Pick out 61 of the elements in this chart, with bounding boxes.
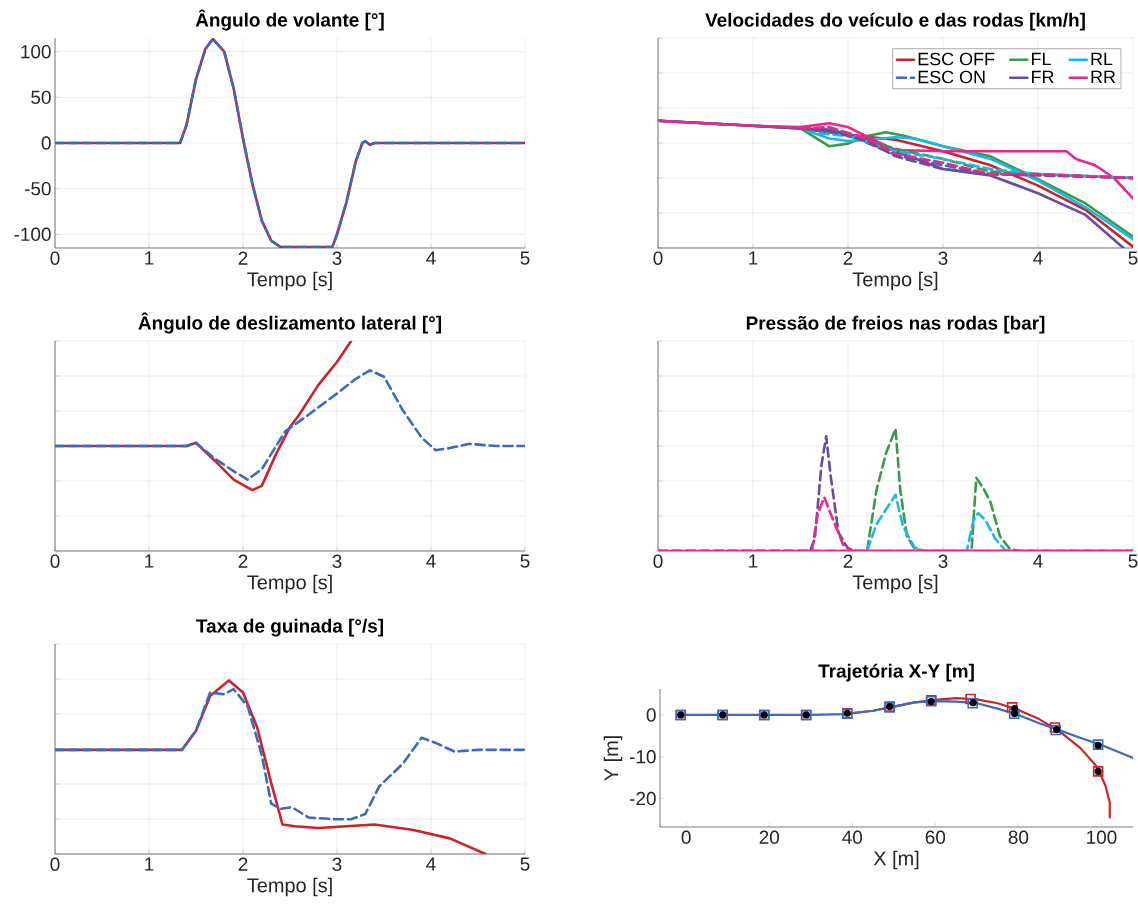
y-tick-label: -20 [629, 791, 656, 806]
y-tick-label: 50 [31, 90, 51, 105]
x-tick-label: 4 [1033, 251, 1043, 265]
x-tick-label: 60 [925, 830, 946, 844]
x-tick-label: 4 [426, 554, 436, 568]
x-tick-label: 1 [749, 251, 758, 265]
x-tick-label: 2 [238, 857, 248, 871]
legend-label: ESC OFF [918, 52, 995, 66]
x-axis-title: Tempo [s] [247, 271, 332, 291]
x-tick-label: 0 [50, 857, 60, 871]
x-tick-label: 4 [426, 857, 436, 871]
x-tick-label: 40 [842, 830, 863, 844]
y-tick-label: -50 [24, 181, 51, 196]
chart-title: Taxa de guinada [°/s] [196, 618, 383, 637]
x-tick-label: 5 [1128, 554, 1138, 568]
x-tick-label: 5 [520, 857, 530, 871]
x-tick-label: 5 [1128, 251, 1138, 265]
x-tick-label: 3 [938, 554, 948, 568]
legend-label: RR [1091, 70, 1116, 84]
x-axis-title: Tempo [s] [852, 574, 938, 594]
x-tick-label: 1 [145, 554, 154, 568]
x-tick-label: 2 [843, 251, 853, 265]
legend-label: RL [1091, 52, 1113, 66]
y-tick-label: 0 [41, 136, 51, 150]
x-tick-label: 2 [238, 251, 248, 265]
x-tick-label: 1 [145, 857, 154, 871]
x-tick-label: 100 [1087, 830, 1117, 844]
x-tick-label: 3 [332, 251, 342, 265]
chart-title: Ângulo de deslizamento lateral [°] [138, 312, 442, 334]
y-tick-label: -10 [629, 750, 656, 764]
x-tick-label: 0 [50, 554, 60, 568]
x-tick-label: 3 [332, 857, 342, 871]
chart-title: Pressão de freios nas rodas [bar] [746, 315, 1045, 334]
y-axis-title: Y [m] [603, 736, 623, 781]
x-tick-label: 3 [332, 554, 342, 568]
x-tick-label: 5 [520, 251, 530, 265]
chart-title: Ângulo de volante [°] [195, 9, 384, 31]
x-axis-title: X [m] [873, 850, 919, 870]
x-tick-label: 3 [938, 251, 948, 265]
y-tick-label: 100 [21, 44, 51, 59]
x-tick-label: 1 [145, 251, 154, 265]
x-tick-label: 0 [50, 251, 60, 265]
x-tick-label: 4 [426, 251, 436, 265]
legend-label: ESC ON [918, 70, 985, 84]
legend-label: FL [1032, 52, 1051, 66]
chart-title: Trajetória X-Y [m] [818, 663, 974, 682]
x-tick-label: 1 [749, 554, 758, 568]
x-tick-label: 4 [1033, 554, 1043, 568]
x-tick-label: 20 [759, 830, 780, 844]
x-axis-title: Tempo [s] [247, 574, 332, 594]
x-axis-title: Tempo [s] [852, 271, 938, 291]
y-tick-label: 0 [646, 708, 656, 722]
x-axis-title: Tempo [s] [247, 877, 332, 897]
legend-label: FR [1032, 70, 1054, 84]
x-tick-label: 2 [238, 554, 248, 568]
x-tick-label: 5 [520, 554, 530, 568]
x-tick-label: 2 [843, 554, 853, 568]
x-tick-label: 0 [681, 830, 691, 844]
chart-title: Velocidades do veículo e das rodas [km/h] [705, 12, 1085, 31]
x-tick-label: 80 [1008, 830, 1029, 844]
y-tick-label: -100 [14, 227, 51, 241]
